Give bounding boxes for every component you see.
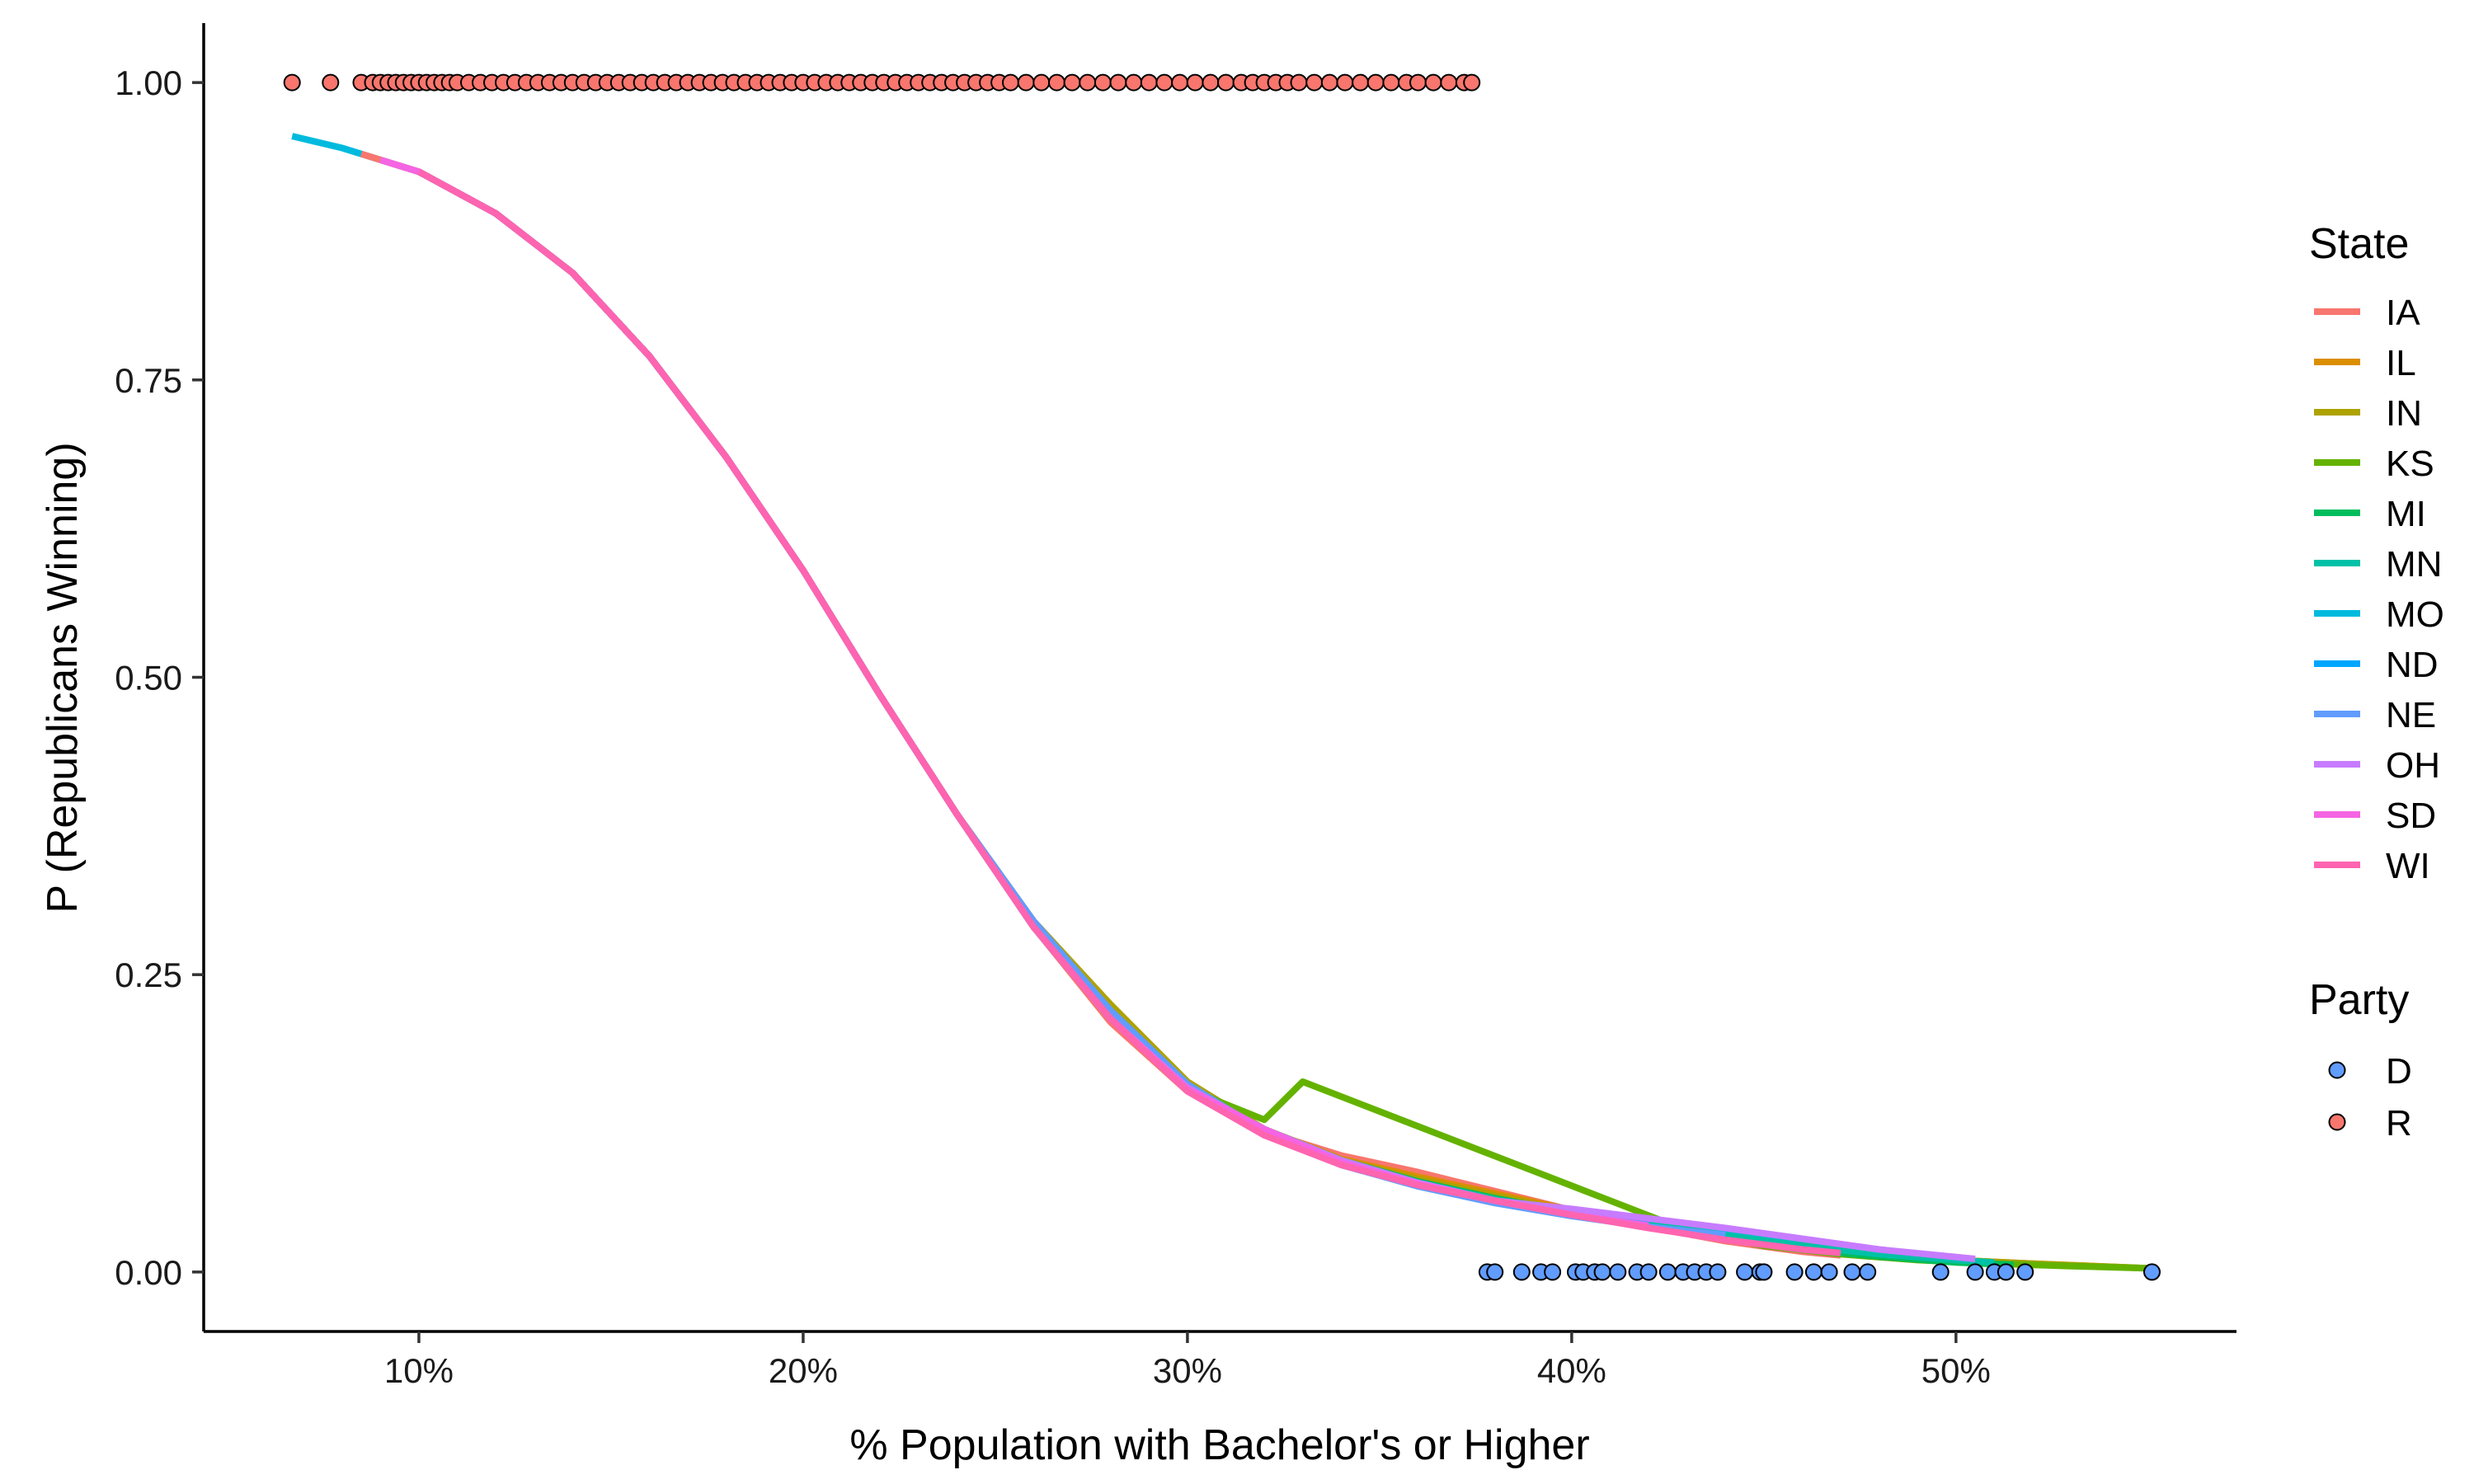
y-tick-label: 0.50 xyxy=(115,659,182,697)
point-r xyxy=(1048,73,1065,92)
point-r xyxy=(1202,73,1220,92)
legend-state: State IA IL IN KS MI MN MO ND NE OH SD WI xyxy=(2309,220,2444,886)
curve-mo xyxy=(291,133,1995,1266)
point-r xyxy=(1409,73,1427,92)
legend-label-mi: MI xyxy=(2386,494,2426,534)
point-r xyxy=(1382,73,1400,92)
legend-label-mn: MN xyxy=(2386,544,2442,585)
point-d xyxy=(1709,1263,1727,1281)
legend-label-il: IL xyxy=(2386,343,2416,383)
point-d xyxy=(1859,1263,1877,1281)
point-d xyxy=(1486,1263,1504,1281)
curve-nd xyxy=(416,168,1649,1228)
point-d xyxy=(1820,1263,1838,1281)
legend-label-nd: ND xyxy=(2386,645,2439,685)
point-d xyxy=(1736,1263,1754,1281)
curve-wi xyxy=(416,168,1841,1256)
legend-party-label-d: D xyxy=(2386,1051,2412,1092)
curve-ks xyxy=(493,210,2152,1272)
legend-party-key-d xyxy=(2328,1061,2346,1079)
point-d xyxy=(2016,1263,2034,1281)
point-r xyxy=(1140,73,1158,92)
point-r xyxy=(283,73,301,92)
point-r xyxy=(1186,73,1204,92)
point-r xyxy=(322,73,340,92)
point-d xyxy=(1609,1263,1627,1281)
plot-points xyxy=(283,73,2161,1281)
x-tick-label: 40% xyxy=(1537,1351,1606,1390)
point-r xyxy=(1094,73,1112,92)
y-ticks: 0.00 0.25 0.50 0.75 1.00 xyxy=(115,63,204,1292)
plot-lines xyxy=(291,133,2152,1272)
legend-label-in: IN xyxy=(2386,393,2422,434)
x-axis-title: % Population with Bachelor's or Higher xyxy=(849,1421,1589,1469)
legend-state-title: State xyxy=(2309,220,2409,268)
point-r xyxy=(1440,73,1458,92)
y-tick-label: 0.00 xyxy=(115,1253,182,1292)
legend-label-sd: SD xyxy=(2386,796,2436,836)
point-d xyxy=(1785,1263,1804,1281)
legend-party-label-r: R xyxy=(2386,1103,2412,1144)
point-r xyxy=(1079,73,1097,92)
legend-label-ks: KS xyxy=(2386,444,2434,484)
x-tick-label: 20% xyxy=(769,1351,838,1390)
point-r xyxy=(1109,73,1127,92)
curve-sd xyxy=(379,157,1649,1229)
legend-label-mo: MO xyxy=(2386,594,2444,635)
point-r xyxy=(1002,73,1019,92)
point-d xyxy=(1658,1263,1677,1281)
point-d xyxy=(1544,1263,1562,1281)
point-d xyxy=(1997,1263,2015,1281)
curve-ne xyxy=(416,168,1726,1239)
point-r xyxy=(1305,73,1324,92)
legend-label-oh: OH xyxy=(2386,745,2440,786)
curve-in xyxy=(379,157,2152,1272)
legend-party: Party DR xyxy=(2309,976,2412,1144)
point-d xyxy=(1593,1263,1611,1281)
point-d xyxy=(1755,1263,1773,1281)
point-d xyxy=(1966,1263,1984,1281)
y-tick-label: 0.75 xyxy=(115,361,182,400)
point-r xyxy=(1017,73,1035,92)
point-d xyxy=(1639,1263,1658,1281)
curve-il xyxy=(379,157,2152,1272)
point-r xyxy=(1463,73,1481,92)
legend-label-ia: IA xyxy=(2386,293,2420,333)
y-tick-label: 1.00 xyxy=(115,63,182,102)
point-d xyxy=(1931,1263,1950,1281)
point-r xyxy=(1320,73,1338,92)
x-tick-label: 10% xyxy=(384,1351,454,1390)
x-tick-label: 50% xyxy=(1921,1351,1991,1390)
curve-ia xyxy=(360,150,1841,1259)
point-r xyxy=(1336,73,1354,92)
legend-party-key-r xyxy=(2328,1113,2346,1131)
point-r xyxy=(1063,73,1081,92)
y-axis-title: P (Republicans Winning) xyxy=(39,442,87,913)
point-d xyxy=(1843,1263,1861,1281)
point-r xyxy=(1352,73,1370,92)
y-tick-label: 0.25 xyxy=(115,956,182,994)
point-r xyxy=(1290,73,1308,92)
point-d xyxy=(2143,1263,2161,1281)
legend-party-title: Party xyxy=(2309,976,2409,1024)
point-r xyxy=(1125,73,1143,92)
x-tick-label: 30% xyxy=(1153,1351,1222,1390)
x-ticks: 10% 20% 30% 40% 50% xyxy=(384,1331,1991,1390)
point-r xyxy=(1366,73,1385,92)
point-d xyxy=(1804,1263,1823,1281)
point-r xyxy=(1217,73,1235,92)
legend-label-ne: NE xyxy=(2386,695,2436,735)
point-d xyxy=(1512,1263,1531,1281)
point-r xyxy=(1171,73,1189,92)
legend-label-wi: WI xyxy=(2386,846,2430,886)
point-r xyxy=(1032,73,1051,92)
point-r xyxy=(1424,73,1442,92)
point-r xyxy=(1155,73,1174,92)
